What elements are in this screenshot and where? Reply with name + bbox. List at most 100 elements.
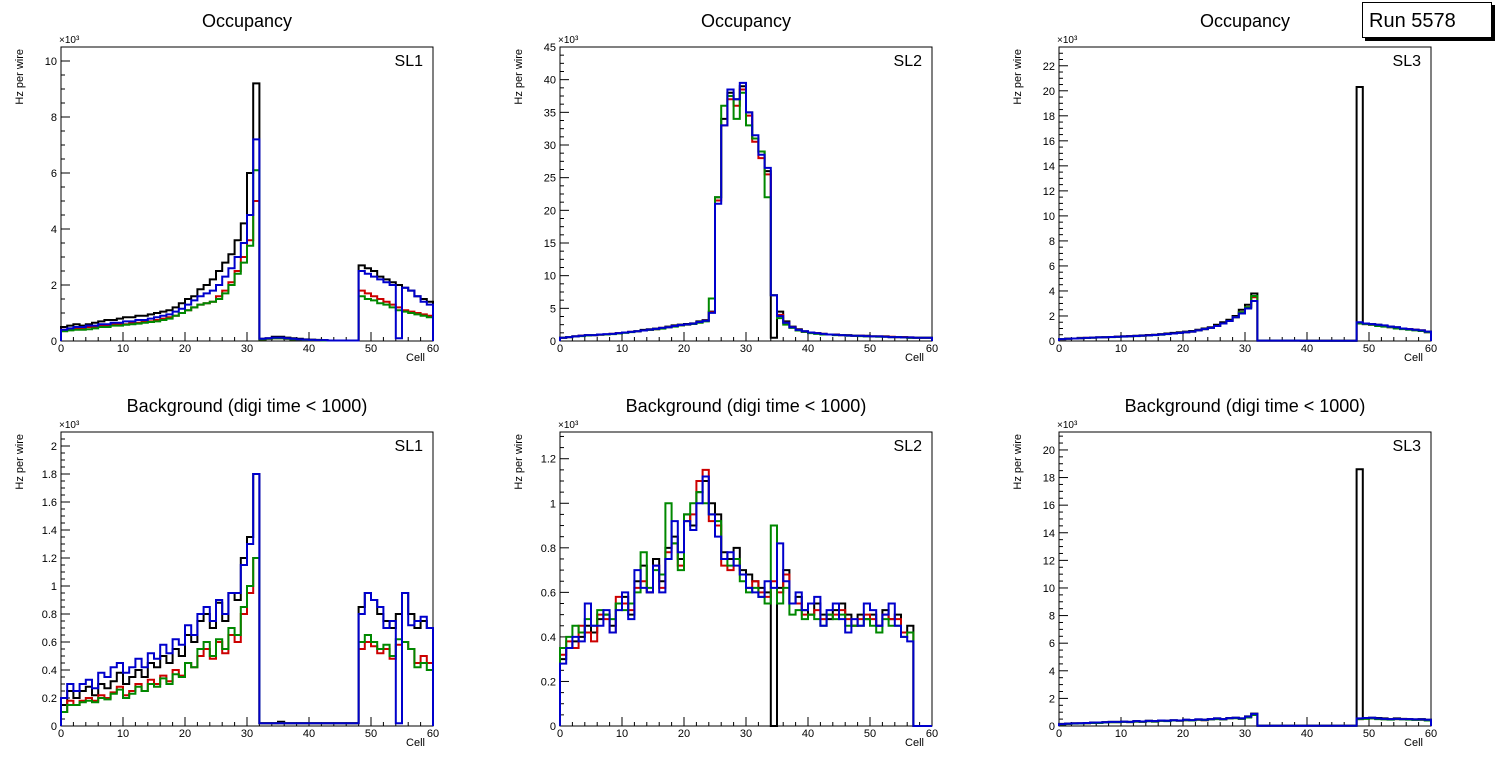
- x-axis-label: Cell: [1404, 352, 1423, 364]
- y-tick-label: 0: [1049, 336, 1055, 348]
- y-tick-label: 20: [1043, 445, 1055, 457]
- y-tick-label: 6: [51, 168, 57, 180]
- y-tick-label: 35: [544, 107, 556, 119]
- y-tick-label: 20: [544, 205, 556, 217]
- axis-exponent: ×10³: [558, 35, 579, 46]
- y-tick-label: 45: [544, 42, 556, 54]
- x-tick-label: 50: [365, 343, 377, 355]
- x-tick-label: 40: [802, 343, 814, 355]
- chart-title: Background (digi time < 1000): [1125, 396, 1366, 416]
- x-tick-label: 10: [616, 728, 628, 740]
- y-tick-label: 1.4: [42, 525, 57, 537]
- y-tick-label: 0.2: [42, 693, 57, 705]
- x-tick-label: 30: [1239, 343, 1251, 355]
- x-tick-label: 20: [1177, 728, 1189, 740]
- plot-frame: [1058, 431, 1432, 727]
- y-tick-label: 14: [1043, 528, 1055, 540]
- x-axis-label: Cell: [406, 352, 425, 364]
- y-tick-label: 25: [544, 173, 556, 185]
- y-tick-label: 0.2: [541, 676, 556, 688]
- x-tick-label: 0: [557, 343, 563, 355]
- axis-exponent: ×10³: [1057, 420, 1078, 431]
- x-tick-label: 10: [1115, 343, 1127, 355]
- y-tick-label: 2: [51, 441, 57, 453]
- y-tick-label: 22: [1043, 61, 1055, 73]
- superlayer-label: SL2: [894, 438, 923, 455]
- y-tick-label: 4: [1049, 666, 1055, 678]
- y-tick-label: 10: [544, 271, 556, 283]
- x-tick-label: 30: [241, 728, 253, 740]
- y-tick-label: 8: [1049, 611, 1055, 623]
- y-tick-label: 1: [51, 581, 57, 593]
- x-tick-label: 30: [740, 728, 752, 740]
- x-tick-label: 40: [1301, 343, 1313, 355]
- chart-title: Background (digi time < 1000): [127, 396, 368, 416]
- y-axis-label: Hz per wire: [1012, 49, 1024, 105]
- y-tick-label: 0.8: [42, 609, 57, 621]
- histogram-series-blue: [559, 81, 933, 341]
- histogram-series-green: [559, 491, 932, 727]
- superlayer-label: SL3: [1393, 53, 1422, 70]
- y-tick-label: 0: [1049, 721, 1055, 733]
- x-tick-label: 20: [179, 728, 191, 740]
- y-tick-label: 2: [1049, 693, 1055, 705]
- x-tick-label: 60: [926, 343, 938, 355]
- y-tick-label: 30: [544, 140, 556, 152]
- y-tick-label: 10: [1043, 211, 1055, 223]
- y-tick-label: 6: [1049, 261, 1055, 273]
- x-tick-label: 60: [427, 728, 439, 740]
- y-axis-label: Hz per wire: [513, 434, 525, 490]
- histogram-series-green: [60, 557, 434, 726]
- x-tick-label: 50: [365, 728, 377, 740]
- y-tick-label: 16: [1043, 136, 1055, 148]
- y-tick-label: 0.4: [42, 665, 57, 677]
- y-tick-label: 18: [1043, 111, 1055, 123]
- plot-frame: [1058, 46, 1432, 342]
- y-tick-label: 5: [550, 303, 556, 315]
- y-tick-label: 0: [51, 721, 57, 733]
- y-tick-label: 0.4: [541, 632, 556, 644]
- y-tick-label: 12: [1043, 555, 1055, 567]
- x-tick-label: 50: [1363, 343, 1375, 355]
- x-tick-label: 20: [678, 728, 690, 740]
- y-tick-label: 0: [51, 336, 57, 348]
- histogram-series-red: [60, 557, 434, 726]
- x-tick-label: 0: [1056, 343, 1062, 355]
- axis-exponent: ×10³: [1057, 35, 1078, 46]
- y-tick-label: 4: [51, 224, 57, 236]
- y-tick-label: 2: [1049, 311, 1055, 323]
- x-tick-label: 50: [1363, 728, 1375, 740]
- chart-title: Occupancy: [1200, 11, 1290, 31]
- y-tick-label: 15: [544, 238, 556, 250]
- chart-panel-6: Background (digi time < 1000) SL3 ×10³ Cell…: [1012, 396, 1437, 749]
- chart-title: Background (digi time < 1000): [626, 396, 867, 416]
- x-tick-label: 60: [427, 343, 439, 355]
- histogram-series-red: [559, 468, 932, 727]
- histogram-series-blue: [1058, 299, 1432, 342]
- y-axis-label: Hz per wire: [513, 49, 525, 105]
- x-tick-label: 50: [864, 728, 876, 740]
- y-tick-label: 1.6: [42, 497, 57, 509]
- x-tick-label: 20: [1177, 343, 1189, 355]
- y-tick-label: 4: [1049, 286, 1055, 298]
- y-tick-label: 0.6: [42, 637, 57, 649]
- x-tick-label: 0: [1056, 728, 1062, 740]
- x-tick-label: 10: [117, 343, 129, 355]
- histogram-series-black: [60, 82, 434, 342]
- histogram-series-green: [60, 169, 434, 342]
- histogram-series-black: [1058, 86, 1432, 342]
- x-tick-label: 10: [1115, 728, 1127, 740]
- y-tick-label: 20: [1043, 86, 1055, 98]
- x-tick-label: 20: [678, 343, 690, 355]
- histogram-series-blue: [1058, 712, 1432, 727]
- y-tick-label: 0: [550, 336, 556, 348]
- histogram-series-green: [559, 91, 933, 341]
- histogram-series-blue: [60, 473, 434, 726]
- x-tick-label: 40: [1301, 728, 1313, 740]
- x-tick-label: 0: [557, 728, 563, 740]
- x-tick-label: 40: [303, 343, 315, 355]
- x-tick-label: 30: [1239, 728, 1251, 740]
